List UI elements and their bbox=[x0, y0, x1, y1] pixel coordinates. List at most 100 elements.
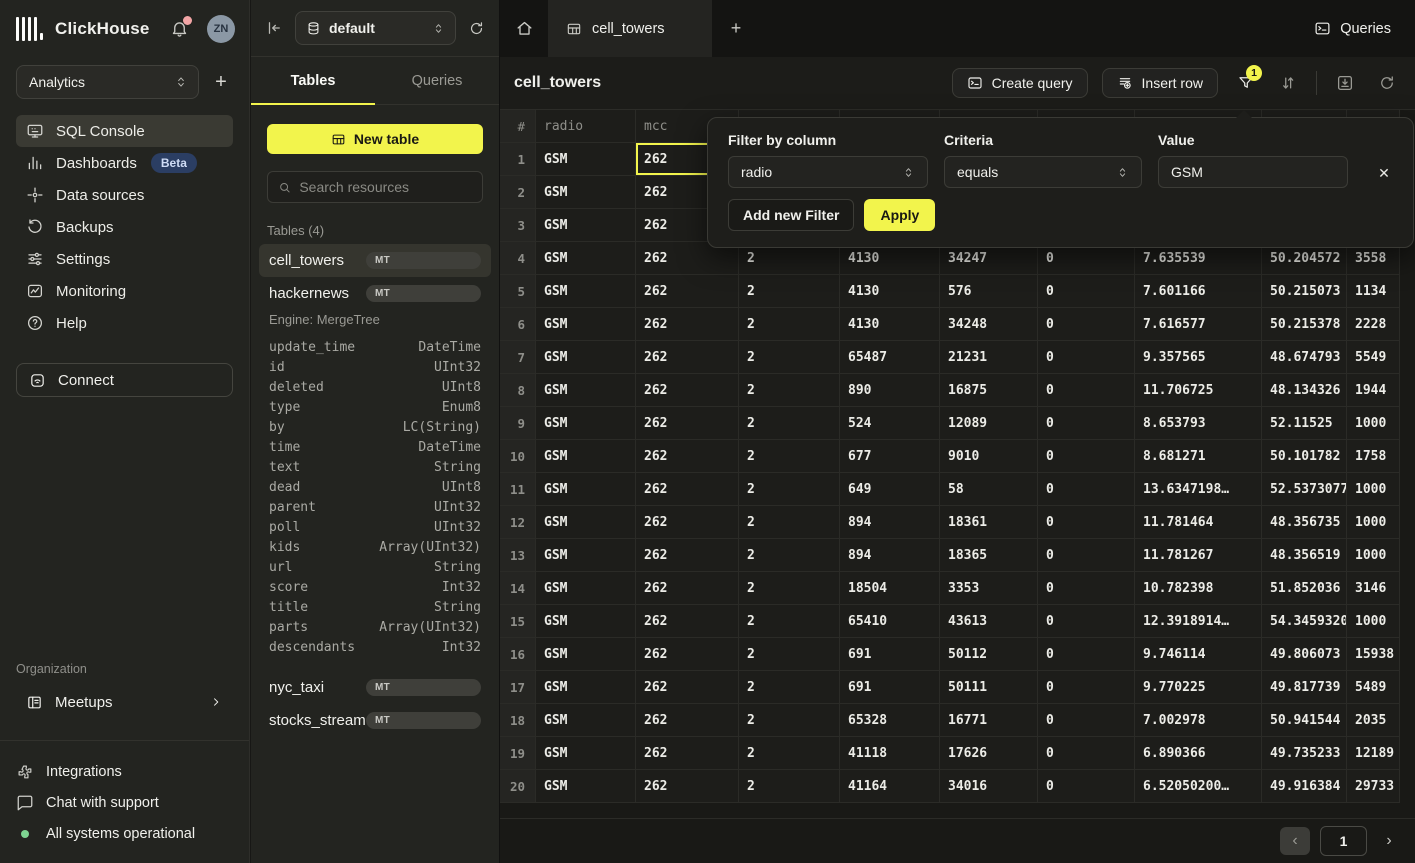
grid-cell[interactable]: 262 bbox=[636, 638, 739, 671]
grid-cell[interactable]: 0 bbox=[1038, 737, 1135, 770]
grid-cell[interactable]: 691 bbox=[840, 638, 940, 671]
grid-cell[interactable]: 16771 bbox=[940, 704, 1038, 737]
grid-cell[interactable]: 1000 bbox=[1347, 506, 1400, 539]
table-list-item-cell_towers[interactable]: cell_towers MT bbox=[259, 244, 491, 277]
grid-cell[interactable]: 11.781464 bbox=[1135, 506, 1262, 539]
grid-cell[interactable]: 890 bbox=[840, 374, 940, 407]
grid-cell[interactable]: 11.706725 bbox=[1135, 374, 1262, 407]
tab-tables[interactable]: Tables bbox=[251, 57, 375, 105]
queries-button[interactable]: Queries bbox=[1306, 14, 1399, 43]
grid-cell[interactable]: 3353 bbox=[940, 572, 1038, 605]
grid-cell[interactable]: 12189 bbox=[1347, 737, 1400, 770]
grid-cell[interactable]: 49.916384 bbox=[1262, 770, 1347, 803]
grid-cell[interactable]: 2 bbox=[739, 341, 840, 374]
grid-cell[interactable]: 29733 bbox=[1347, 770, 1400, 803]
grid-cell[interactable]: 2035 bbox=[1347, 704, 1400, 737]
grid-cell[interactable]: 0 bbox=[1038, 308, 1135, 341]
grid-cell[interactable]: 262 bbox=[636, 275, 739, 308]
grid-cell[interactable]: 2 bbox=[739, 605, 840, 638]
new-tab-button[interactable]: + bbox=[730, 18, 742, 38]
grid-cell[interactable]: 0 bbox=[1038, 473, 1135, 506]
grid-cell[interactable]: 262 bbox=[636, 539, 739, 572]
table-list-item-stocks_stream[interactable]: stocks_stream MT bbox=[259, 704, 491, 737]
grid-cell[interactable]: 2 bbox=[739, 704, 840, 737]
grid-cell[interactable]: 49.735233 bbox=[1262, 737, 1347, 770]
grid-cell[interactable]: 34016 bbox=[940, 770, 1038, 803]
grid-cell[interactable]: 12.3918914… bbox=[1135, 605, 1262, 638]
filter-button[interactable]: 1 bbox=[1232, 65, 1262, 97]
grid-cell[interactable]: 50112 bbox=[940, 638, 1038, 671]
database-selector[interactable]: default bbox=[295, 11, 456, 45]
grid-cell[interactable]: 5489 bbox=[1347, 671, 1400, 704]
criteria-select[interactable]: equals bbox=[944, 156, 1142, 188]
footer-item-integrations[interactable]: Integrations bbox=[16, 761, 233, 783]
grid-cell[interactable]: 0 bbox=[1038, 572, 1135, 605]
grid-cell[interactable]: GSM bbox=[536, 506, 636, 539]
home-button[interactable] bbox=[500, 0, 548, 57]
grid-cell[interactable]: 5549 bbox=[1347, 341, 1400, 374]
grid-cell[interactable]: 52.11525 bbox=[1262, 407, 1347, 440]
grid-cell[interactable]: 8.653793 bbox=[1135, 407, 1262, 440]
grid-cell[interactable]: 9.357565 bbox=[1135, 341, 1262, 374]
sidebar-item-settings[interactable]: Settings bbox=[16, 243, 233, 275]
grid-cell[interactable]: 1000 bbox=[1347, 539, 1400, 572]
grid-cell[interactable]: GSM bbox=[536, 209, 636, 242]
grid-cell[interactable]: 2 bbox=[739, 275, 840, 308]
grid-cell[interactable]: 15938 bbox=[1347, 638, 1400, 671]
grid-cell[interactable]: 524 bbox=[840, 407, 940, 440]
grid-cell[interactable]: 2 bbox=[739, 440, 840, 473]
grid-cell[interactable]: 4130 bbox=[840, 308, 940, 341]
add-workspace-button[interactable]: + bbox=[215, 70, 227, 93]
grid-cell[interactable]: 7.002978 bbox=[1135, 704, 1262, 737]
footer-item-chat-with-support[interactable]: Chat with support bbox=[16, 792, 233, 814]
download-button[interactable] bbox=[1331, 69, 1359, 97]
grid-cell[interactable]: 262 bbox=[636, 374, 739, 407]
grid-cell[interactable]: 18361 bbox=[940, 506, 1038, 539]
grid-cell[interactable]: 7.601166 bbox=[1135, 275, 1262, 308]
grid-cell[interactable]: 262 bbox=[636, 473, 739, 506]
workspace-selector[interactable]: Analytics bbox=[16, 65, 199, 99]
sidebar-item-help[interactable]: Help bbox=[16, 307, 233, 339]
grid-cell[interactable]: GSM bbox=[536, 737, 636, 770]
grid-cell[interactable]: 1134 bbox=[1347, 275, 1400, 308]
next-page-button[interactable]: › bbox=[1386, 832, 1392, 849]
grid-cell[interactable]: 1944 bbox=[1347, 374, 1400, 407]
grid-cell[interactable]: 1000 bbox=[1347, 407, 1400, 440]
sidebar-item-sql-console[interactable]: SQL Console bbox=[16, 115, 233, 147]
grid-cell[interactable]: GSM bbox=[536, 275, 636, 308]
grid-cell[interactable]: 50.101782 bbox=[1262, 440, 1347, 473]
open-tab-cell-towers[interactable]: cell_towers bbox=[548, 0, 712, 57]
grid-cell[interactable]: 0 bbox=[1038, 440, 1135, 473]
connect-button[interactable]: Connect bbox=[16, 363, 233, 397]
grid-cell[interactable]: 262 bbox=[636, 308, 739, 341]
sidebar-item-backups[interactable]: Backups bbox=[16, 211, 233, 243]
grid-cell[interactable]: 41164 bbox=[840, 770, 940, 803]
grid-cell[interactable]: 6.52050200… bbox=[1135, 770, 1262, 803]
grid-cell[interactable]: 9.746114 bbox=[1135, 638, 1262, 671]
sort-button[interactable] bbox=[1274, 69, 1302, 97]
grid-cell[interactable]: 10.782398 bbox=[1135, 572, 1262, 605]
new-table-button[interactable]: New table bbox=[267, 124, 483, 154]
grid-cell[interactable]: 65328 bbox=[840, 704, 940, 737]
tab-queries[interactable]: Queries bbox=[411, 72, 463, 89]
grid-cell[interactable]: 262 bbox=[636, 770, 739, 803]
grid-cell[interactable]: GSM bbox=[536, 770, 636, 803]
refresh-tables-button[interactable] bbox=[468, 20, 485, 37]
remove-filter-button[interactable]: ✕ bbox=[1378, 164, 1390, 181]
grid-cell[interactable]: GSM bbox=[536, 176, 636, 209]
grid-cell[interactable]: 894 bbox=[840, 506, 940, 539]
grid-cell[interactable]: GSM bbox=[536, 341, 636, 374]
sidebar-item-dashboards[interactable]: Dashboards Beta bbox=[16, 147, 233, 179]
grid-cell[interactable]: 50111 bbox=[940, 671, 1038, 704]
grid-cell[interactable]: 1758 bbox=[1347, 440, 1400, 473]
grid-cell[interactable]: 18365 bbox=[940, 539, 1038, 572]
grid-cell[interactable]: 262 bbox=[636, 704, 739, 737]
grid-cell[interactable]: 34248 bbox=[940, 308, 1038, 341]
grid-cell[interactable]: GSM bbox=[536, 374, 636, 407]
notifications-button[interactable] bbox=[170, 16, 192, 38]
table-list-item-hackernews[interactable]: hackernews MT bbox=[259, 277, 491, 310]
grid-cell[interactable]: 262 bbox=[636, 671, 739, 704]
grid-cell[interactable]: 9.770225 bbox=[1135, 671, 1262, 704]
grid-cell[interactable]: 649 bbox=[840, 473, 940, 506]
org-item-meetups[interactable]: Meetups bbox=[16, 686, 233, 718]
